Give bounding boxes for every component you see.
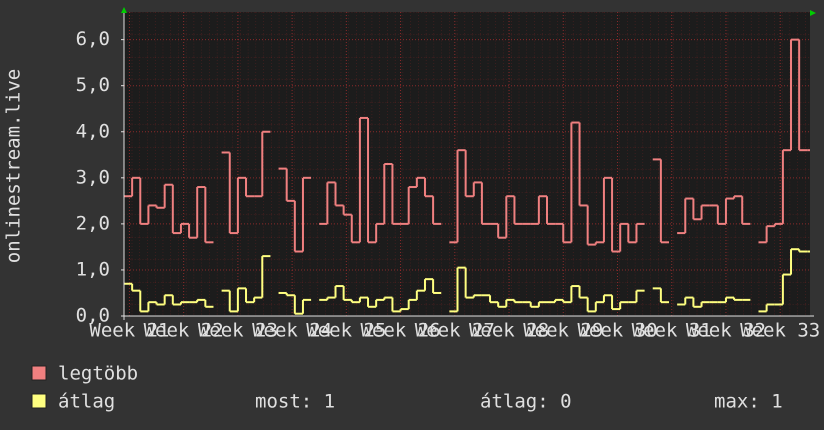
- x-tick-label: Week 25: [306, 320, 386, 342]
- minor-grid: [124, 12, 810, 316]
- x-tick-label: Week 32: [686, 320, 766, 342]
- y-tick-label: 4,0: [76, 120, 110, 142]
- y-axis-title: onlinestream.live: [3, 69, 25, 263]
- legend-swatch: [31, 365, 47, 381]
- legend-label: legtöbb: [58, 363, 138, 385]
- stat: most: 1: [255, 391, 335, 413]
- legend-swatch: [31, 393, 47, 409]
- x-tick-label: Week 28: [469, 320, 549, 342]
- y-tick-label: 6,0: [76, 28, 110, 50]
- x-tick-label: Week 29: [523, 320, 603, 342]
- x-tick-label: Week 31: [632, 320, 712, 342]
- x-tick-label: Week 26: [361, 320, 441, 342]
- x-tick-label: Week 21: [89, 320, 169, 342]
- y-tick-label: 2,0: [76, 212, 110, 234]
- stat: max: 1: [714, 391, 783, 413]
- y-tick-label: 0,0: [76, 305, 110, 327]
- x-tick-label: Week 27: [415, 320, 495, 342]
- x-tick-label: Week 24: [252, 320, 332, 342]
- x-tick-label: Week 22: [144, 320, 224, 342]
- x-axis-arrow: [810, 10, 816, 16]
- y-tick-label: 1,0: [76, 258, 110, 280]
- y-tick-label: 5,0: [76, 74, 110, 96]
- y-axis-arrow: [121, 7, 127, 13]
- stat: átlag: 0: [480, 391, 572, 413]
- x-tick-label: Week 33: [740, 320, 820, 342]
- x-tick-label: Week 23: [198, 320, 278, 342]
- y-tick-label: 3,0: [76, 166, 110, 188]
- legend-label: átlag: [58, 391, 115, 413]
- x-tick-label: Week 30: [577, 320, 657, 342]
